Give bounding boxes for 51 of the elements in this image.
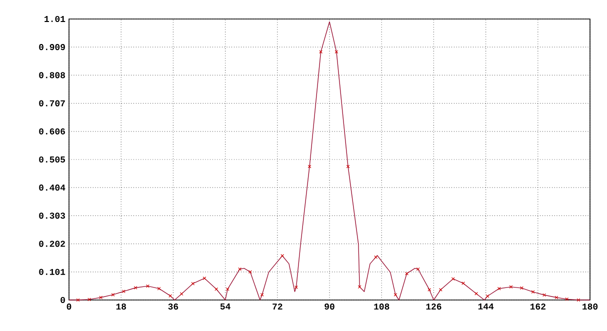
point [191, 282, 195, 286]
point [202, 276, 206, 280]
y-tick-label: 0.404 [39, 184, 66, 191]
point [576, 298, 580, 302]
point [474, 292, 478, 296]
y-tick-label: 1.01 [44, 16, 66, 22]
x-tick-label: 0 [66, 304, 72, 310]
point [146, 284, 150, 288]
point [542, 293, 546, 297]
point [438, 288, 442, 292]
point [134, 286, 138, 290]
x-tick-label: 72 [272, 304, 282, 310]
y-tick-label: 0 [60, 296, 65, 304]
x-tick-label: 108 [374, 304, 390, 310]
point [374, 255, 378, 259]
x-tick-label: 54 [220, 304, 230, 310]
x-tick-label: 18 [116, 304, 126, 310]
point [111, 293, 115, 296]
y-tick-label: 0.505 [39, 156, 66, 163]
point [428, 288, 432, 292]
x-tick-label: 90 [324, 304, 334, 310]
point [554, 296, 558, 300]
point [260, 293, 264, 296]
point [405, 272, 408, 276]
x-tick-label: 144 [478, 304, 494, 310]
point [520, 286, 524, 290]
point [451, 277, 455, 281]
point [509, 285, 513, 289]
y-tick-label: 0.909 [39, 44, 65, 50]
point [334, 50, 338, 54]
x-tick-label: 162 [530, 304, 546, 310]
y-tick-label: 0.101 [39, 268, 66, 275]
y-tick-label: 0.606 [39, 128, 65, 134]
line-series [68, 21, 590, 300]
point [394, 293, 398, 296]
point [280, 254, 284, 258]
point [99, 296, 103, 300]
y-tick-label: 0.808 [39, 72, 66, 78]
point [238, 267, 242, 271]
y-tick-label: 0.303 [39, 212, 66, 219]
x-tick-label: 126 [426, 304, 442, 310]
point [122, 290, 126, 294]
y-tick-label: 0.707 [39, 100, 65, 106]
point [88, 298, 91, 302]
point [531, 290, 535, 294]
x-tick-label: 36 [168, 304, 178, 310]
y-tick-label: 0.202 [39, 240, 65, 247]
point [248, 270, 252, 274]
x-tick-label: 180 [582, 304, 598, 310]
point [486, 294, 490, 298]
point [157, 286, 161, 290]
